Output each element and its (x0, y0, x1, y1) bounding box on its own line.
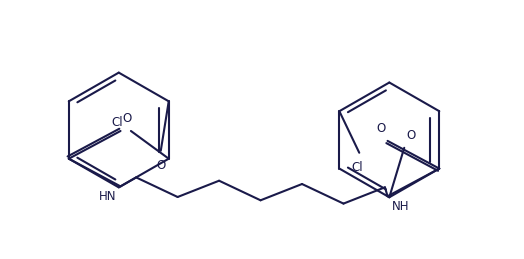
Text: O: O (376, 122, 386, 135)
Text: HN: HN (99, 190, 116, 203)
Text: NH: NH (391, 200, 409, 213)
Text: O: O (123, 112, 132, 125)
Text: O: O (156, 159, 166, 172)
Text: Cl: Cl (352, 161, 363, 174)
Text: Cl: Cl (111, 116, 123, 129)
Text: O: O (406, 129, 416, 142)
